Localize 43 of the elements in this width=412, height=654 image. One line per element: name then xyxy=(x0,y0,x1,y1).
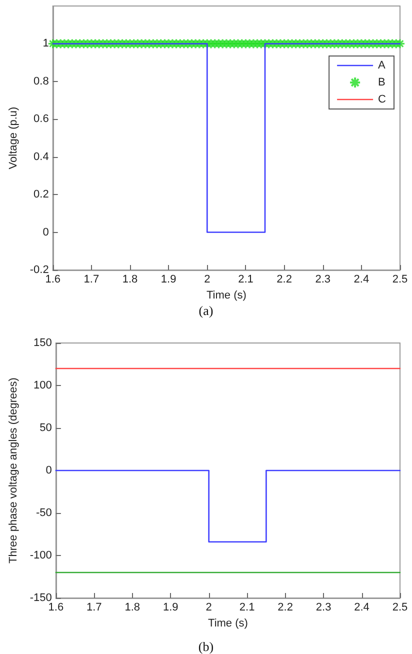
x-tick-label: 1.8 xyxy=(124,602,140,614)
y-axis-title: Three phase voltage angles (degrees) xyxy=(8,378,20,564)
y-tick-label: -150 xyxy=(30,592,52,604)
x-tick-label: 1.6 xyxy=(45,274,61,286)
y-tick-label: 0.8 xyxy=(34,75,49,88)
x-tick-label: 1.9 xyxy=(162,602,178,614)
x-tick-label: 2.4 xyxy=(354,602,370,614)
x-tick-label: 2.3 xyxy=(315,274,331,286)
x-tick-label: 1.7 xyxy=(86,602,102,614)
y-axis-title: Voltage (p.u) xyxy=(8,106,20,170)
y-tick-label: -100 xyxy=(30,550,52,562)
x-tick-label: 2 xyxy=(206,602,212,614)
y-tick-label: 0 xyxy=(46,464,52,476)
y-tick-label: 0 xyxy=(42,226,49,238)
x-tick-label: 1.9 xyxy=(160,274,176,286)
x-tick-label: 1.8 xyxy=(122,274,138,286)
x-axis-title: Time (s) xyxy=(206,289,246,302)
x-tick-label: 1.6 xyxy=(48,602,64,614)
legend-label: A xyxy=(378,60,386,72)
x-axis-title: Time (s) xyxy=(208,617,248,630)
y-tick-label: -0.2 xyxy=(30,264,49,276)
y-tick-label: 100 xyxy=(34,380,52,392)
legend-label: C xyxy=(378,94,386,106)
x-tick-label: 1.7 xyxy=(84,274,100,286)
y-tick-label: 0.6 xyxy=(34,113,49,126)
x-tick-label: 2.3 xyxy=(316,602,332,614)
x-tick-label: 2.4 xyxy=(354,274,370,286)
x-tick-label: 2.1 xyxy=(239,602,255,614)
x-tick-label: 2.1 xyxy=(238,274,254,286)
x-tick-label: 2 xyxy=(204,274,210,286)
x-tick-label: 2.2 xyxy=(276,274,292,286)
y-tick-label: 150 xyxy=(34,337,52,349)
y-tick-label: -50 xyxy=(36,507,52,519)
text: (b) xyxy=(198,639,214,654)
legend-label: B xyxy=(378,76,386,88)
y-tick-label: 0.4 xyxy=(34,150,49,163)
x-tick-label: 2.5 xyxy=(392,274,408,286)
y-tick-label: 0.2 xyxy=(34,188,49,201)
x-tick-label: 2.2 xyxy=(278,602,293,614)
y-tick-label: 50 xyxy=(40,422,52,434)
text: (a) xyxy=(198,303,214,318)
y-tick-label: 1 xyxy=(42,38,49,50)
x-tick-label: 2.5 xyxy=(392,602,408,614)
